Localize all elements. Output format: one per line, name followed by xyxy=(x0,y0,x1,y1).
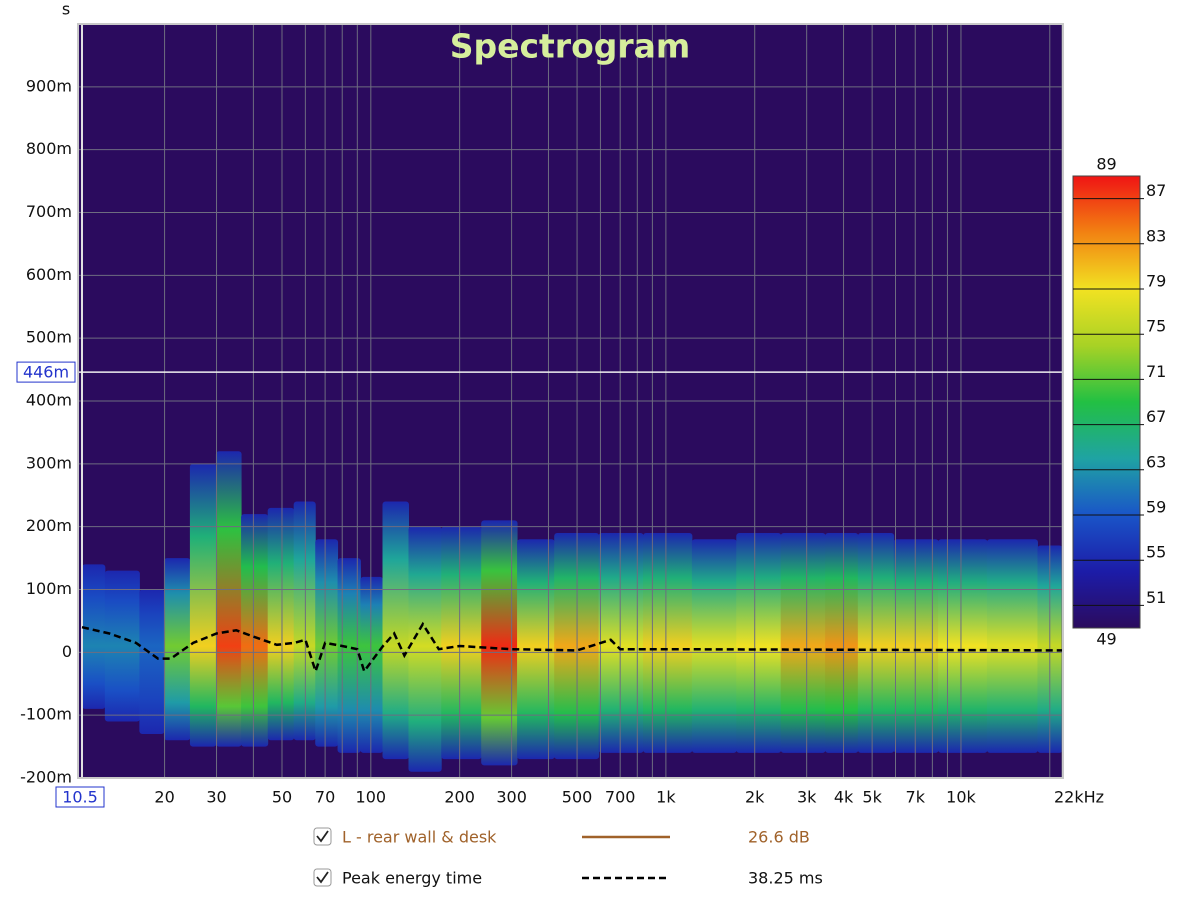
axes: 446m -200m -100m 0 100m 200m 300m 400m 500m 600m 7… xyxy=(16,76,1104,808)
heatmap xyxy=(82,451,1063,772)
cursor-label: 446m xyxy=(23,363,69,382)
colorbar-label: 49 xyxy=(1096,630,1116,649)
x-tick-label: 50 xyxy=(272,788,292,807)
check-mark xyxy=(316,871,329,884)
spectrogram-cell xyxy=(408,526,442,772)
x-tick-label: 10k xyxy=(946,788,976,807)
spectrogram-cell xyxy=(82,564,106,709)
y-tick-label: -100m xyxy=(20,705,72,724)
x-tick-label: 7k xyxy=(906,788,926,807)
colorbar-label: 59 xyxy=(1146,498,1166,517)
y-tick-label: 0 xyxy=(62,642,72,661)
x-tick-label: 100 xyxy=(356,788,387,807)
y-tick-label: 700m xyxy=(26,202,72,221)
colorbar-label: 87 xyxy=(1146,181,1166,200)
y-tick-label: 100m xyxy=(26,579,72,598)
colorbar-label: 51 xyxy=(1146,588,1166,607)
x-tick-label: 1k xyxy=(656,788,676,807)
spectrogram-cell xyxy=(293,501,316,741)
colorbar: 51 55 59 63 67 71 75 79 83 87 89 49 xyxy=(1072,155,1166,649)
spectrogram-cell xyxy=(241,514,269,747)
x-tick-label: 700 xyxy=(605,788,636,807)
colorbar-label: 63 xyxy=(1146,452,1166,471)
grid xyxy=(78,24,1063,779)
colorbar-label: 79 xyxy=(1146,272,1166,291)
lines xyxy=(78,371,1063,676)
peak-energy-line xyxy=(81,621,1063,676)
colorbar-scale xyxy=(1072,175,1141,629)
x-tick-label: 300 xyxy=(496,788,527,807)
spectrogram-cell xyxy=(267,507,295,741)
spectrogram-cell xyxy=(938,539,988,753)
check-mark xyxy=(316,830,329,843)
y-tick-label: 500m xyxy=(26,328,72,347)
x-tick-label: 70 xyxy=(315,788,335,807)
spectrogram-cell xyxy=(441,526,482,760)
spectrogram-cell xyxy=(825,532,859,753)
spectrogram-cell xyxy=(780,532,826,753)
spectrogram-cell xyxy=(382,501,409,760)
y-tick-label: -200m xyxy=(20,768,72,787)
colorbar-label: 83 xyxy=(1146,226,1166,245)
y-tick-label: 600m xyxy=(26,265,72,284)
colorbar-label: 89 xyxy=(1096,155,1116,174)
x-tick-label: 200 xyxy=(444,788,475,807)
spectrogram-cell xyxy=(104,570,140,722)
spectrogram-cell xyxy=(857,532,895,753)
spectrogram-cell xyxy=(598,532,644,753)
x-cursor-box xyxy=(55,786,105,808)
legend-readout: 38.25 ms xyxy=(748,869,823,888)
colorbar-label: 67 xyxy=(1146,407,1166,426)
spectrogram-cell xyxy=(643,532,693,753)
x-tick-label: 500 xyxy=(562,788,593,807)
legend-label: L - rear wall & desk xyxy=(342,828,497,847)
x-tick-label: 2k xyxy=(745,788,765,807)
spectrogram-cell xyxy=(481,520,518,766)
legend-readout: 26.6 dB xyxy=(748,828,810,847)
y-tick-label: 300m xyxy=(26,453,72,472)
y-tick-label: 900m xyxy=(26,76,72,95)
spectrogram-cell xyxy=(139,589,165,735)
plot-border xyxy=(77,23,1064,779)
spectrogram-cell xyxy=(893,539,939,753)
spectrogram-cell xyxy=(163,558,191,741)
spectrogram-cell xyxy=(315,539,339,747)
spectrogram-cell xyxy=(360,576,384,753)
x-tick-label: 10.5 xyxy=(62,788,98,807)
chart-title: Spectrogram xyxy=(450,27,691,66)
x-tick-label: 5k xyxy=(862,788,882,807)
legend: L - rear wall & desk 26.6 dB Peak energy… xyxy=(313,827,823,888)
x-tick-label: 4k xyxy=(834,788,854,807)
spectrogram-cell xyxy=(337,558,361,753)
y-tick-label: 200m xyxy=(26,516,72,535)
x-tick-label: 3k xyxy=(797,788,817,807)
colorbar-label: 71 xyxy=(1146,362,1166,381)
y-tick-label: 800m xyxy=(26,139,72,158)
spectrogram-cell xyxy=(189,463,217,747)
colorbar-label: 55 xyxy=(1146,543,1166,562)
x-tick-label: 20 xyxy=(154,788,174,807)
x-tick-label: 22kHz xyxy=(1054,788,1104,807)
spectrogram-cell xyxy=(215,451,242,747)
x-tick-label: 30 xyxy=(206,788,226,807)
y-axis-label: s xyxy=(62,0,70,19)
spectrogram-cell xyxy=(691,539,737,753)
cursor-box xyxy=(16,361,76,383)
legend-label: Peak energy time xyxy=(342,869,482,888)
colorbar-label: 75 xyxy=(1146,317,1166,336)
y-tick-label: 400m xyxy=(26,391,72,410)
spectrogram-cell xyxy=(986,539,1038,753)
spectrogram-cell xyxy=(736,532,782,753)
